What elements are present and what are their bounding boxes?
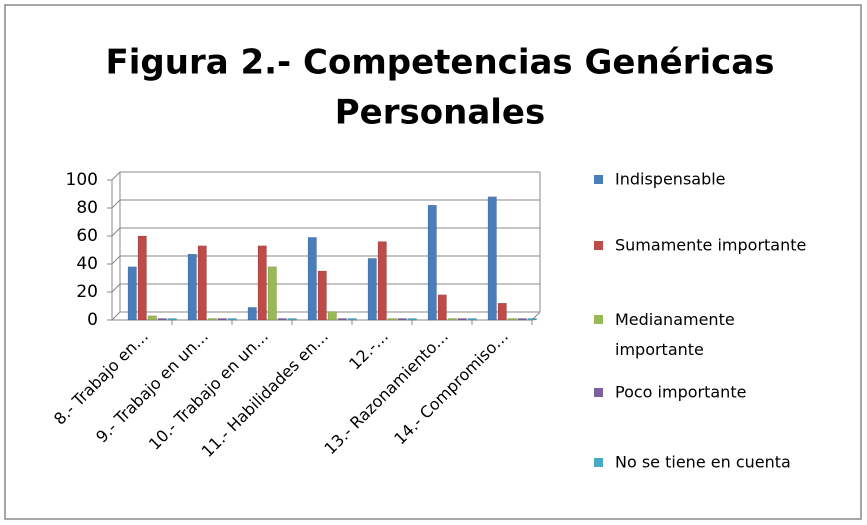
y-tick-label: 20: [76, 282, 98, 302]
legend-label: Indispensable: [615, 170, 726, 189]
bar: [197, 245, 207, 321]
grid-line: [111, 283, 121, 293]
bar: [247, 307, 257, 321]
bar: [427, 204, 437, 321]
legend-label: No se tiene en cuenta: [615, 453, 791, 472]
bar: [527, 318, 537, 321]
chart-title: Figura 2.- Competencias Genéricas: [106, 43, 775, 83]
bar: [287, 318, 297, 321]
bar: [487, 196, 497, 321]
legend-label: Medianamente importante: [615, 310, 735, 359]
bar: [227, 318, 237, 321]
bar: [187, 253, 197, 321]
bar: [407, 318, 417, 321]
bar: [377, 241, 387, 321]
bar: [347, 318, 357, 321]
bar: [257, 245, 267, 321]
bar: [437, 294, 447, 321]
bar: [277, 318, 287, 321]
bar: [497, 302, 507, 321]
bar: [397, 318, 407, 321]
bar: [387, 318, 397, 321]
bar: [207, 318, 217, 321]
bar: [127, 266, 137, 321]
bar: [267, 266, 277, 321]
y-tick-label: 40: [76, 254, 98, 274]
legend-label: Sumamente importante: [615, 236, 806, 255]
legend-swatch: [594, 241, 603, 250]
bar: [317, 270, 327, 321]
y-tick-label: 0: [87, 310, 98, 330]
bar: [447, 318, 457, 321]
chart-title: Personales: [335, 93, 545, 133]
grid-line: [111, 311, 121, 321]
bar: [337, 318, 347, 321]
bar: [457, 318, 467, 321]
legend-swatch: [594, 388, 603, 397]
grid-line: [111, 255, 121, 265]
bar: [367, 258, 377, 321]
legend-swatch: [594, 175, 603, 184]
y-tick-label: 80: [76, 198, 98, 218]
y-tick-label: 100: [66, 170, 98, 190]
grid-line: [111, 227, 121, 237]
y-tick-label: 60: [76, 226, 98, 246]
bar: [157, 318, 167, 321]
bar: [327, 311, 337, 321]
grid-line: [111, 171, 121, 181]
grid-line: [111, 199, 121, 209]
legend-label: Poco importante: [615, 383, 746, 402]
legend-swatch: [594, 315, 603, 324]
bar: [467, 318, 477, 321]
bar: [167, 318, 177, 321]
bar: [147, 315, 157, 321]
bar: [217, 318, 227, 321]
bar: [137, 235, 147, 321]
legend-swatch: [594, 458, 603, 467]
bar: [307, 237, 317, 321]
bar: [517, 318, 527, 321]
bar: [507, 318, 517, 321]
